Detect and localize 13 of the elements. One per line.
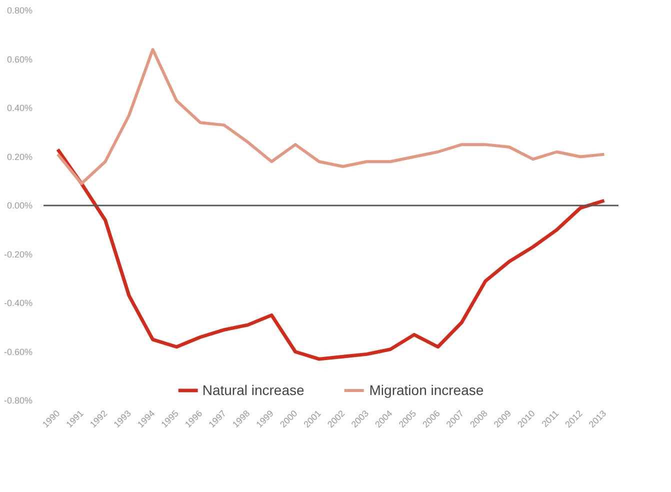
legend-label: Natural increase xyxy=(202,382,304,398)
y-tick-label: 0.00% xyxy=(6,200,33,210)
y-tick-label: 0.20% xyxy=(6,152,33,162)
y-tick-label: -0.80% xyxy=(4,396,33,406)
line-series xyxy=(56,48,606,186)
y-tick-label: -0.20% xyxy=(4,249,33,260)
y-tick-label: -0.40% xyxy=(4,298,33,308)
legend-label: Migration increase xyxy=(369,382,484,398)
y-tick-label: 0.80% xyxy=(6,6,33,16)
line-series xyxy=(56,148,606,361)
y-tick-label: -0.60% xyxy=(4,346,33,357)
y-tick-label: 0.40% xyxy=(6,103,33,113)
y-tick-label: 0.60% xyxy=(6,54,33,64)
